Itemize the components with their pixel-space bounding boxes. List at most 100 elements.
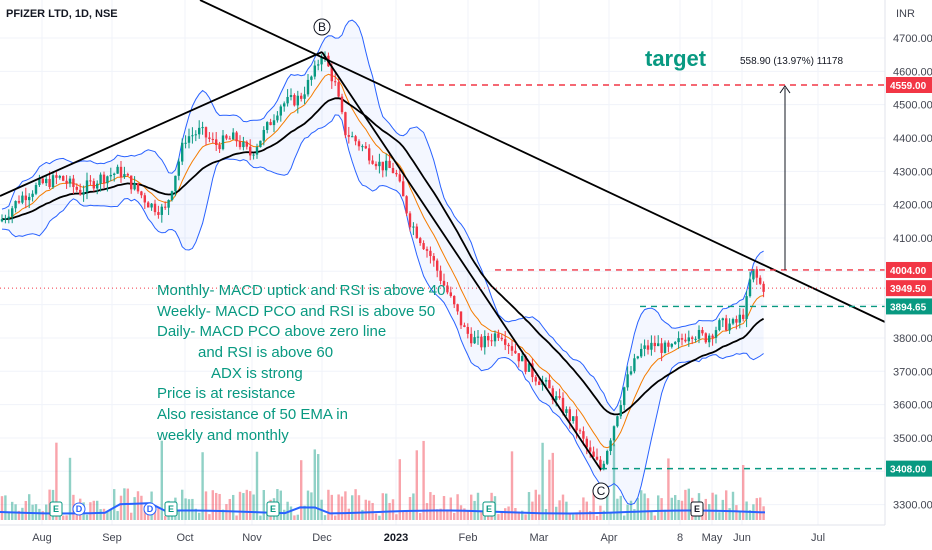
volume-bar [402,511,405,520]
candle-body [721,318,724,321]
volume-bar [667,458,670,520]
trend-lines[interactable] [0,0,886,471]
candle-body [174,175,177,192]
candle-body [531,363,534,378]
note-line: Daily- MACD PCO above zero line [157,323,386,340]
candle-body [55,175,58,178]
candle-body [58,176,61,178]
candle-body [364,146,367,149]
candle-body [211,138,214,140]
candle-body [232,132,235,140]
candle-body [82,191,85,195]
candle-body [463,325,466,327]
volume-bar [157,506,160,520]
candle-body [432,256,435,261]
volume-bar [531,501,534,520]
candle-body [38,178,41,186]
volume-bar [136,491,140,520]
volume-bar [116,511,119,520]
candle-body [116,166,119,174]
candle-body [164,206,167,208]
price-tick: 3800.00 [893,333,932,345]
candle-body [28,196,31,201]
volume-bar [249,491,252,520]
volume-bar [408,496,412,520]
candle-body [361,146,364,148]
volume-bar [735,505,738,520]
candle-body [521,355,524,362]
candle-body [398,174,401,182]
candle-body [24,195,27,201]
candle-body [340,96,344,113]
volume-bar [748,510,752,520]
candle-body [255,147,259,155]
candle-body [330,66,333,82]
volume-bar [487,515,490,520]
volume-bar [317,454,320,520]
time-axis[interactable]: Aug Sep Oct Nov Dec 2023 Feb Mar Apr 8 May Jun Jul [0,524,932,550]
candle-body [643,345,646,349]
time-tick: Sep [102,532,122,544]
volume-bar [286,501,289,520]
volume-bar [368,500,371,520]
price-tag-bg [886,76,932,93]
candle-body [235,132,238,142]
candle-body [405,196,408,214]
volume-bar [674,495,677,520]
volume-bar [228,498,231,520]
volume-bar [670,497,673,520]
volume-bar [119,495,123,520]
volume-bar [17,510,21,520]
price-tick: 3600.00 [893,400,932,412]
level-lines[interactable] [0,84,885,470]
volume-bar [422,440,425,520]
volume-bar [65,515,68,520]
volume-bar [742,465,745,520]
candle-body [504,339,507,345]
volume-bar [568,512,571,520]
volume-bar [259,515,262,520]
trend-line [199,0,886,323]
candle-body [310,76,313,80]
volume-bar [623,515,626,520]
candle-body [289,95,293,97]
volume-bar [745,501,748,520]
price-tick: 3700.00 [893,366,932,378]
candle-body [388,160,391,168]
candle-body [429,250,432,257]
price-tag-bg [886,261,932,278]
earnings-marker [164,501,178,517]
candle-body [317,64,320,66]
candle-body [143,195,146,203]
volume-bar [470,494,473,520]
candle-body [667,342,670,347]
price-axis[interactable]: INR 4700.004600.004500.004400.004300.004… [884,0,932,525]
earnings-marker-label: E [168,504,174,514]
volume-bar [510,451,514,520]
volume-bar [755,498,758,520]
volume-bar [636,498,639,520]
candle-body [357,141,361,147]
volume-bar [704,498,707,520]
volume-bar [721,499,724,520]
candle-body [306,79,310,95]
wave-b-label: B [318,20,326,34]
volume-bar [602,510,605,520]
measure-tool[interactable]: 558.90 (13.97%) 11178 [740,56,843,270]
volume-bar [548,459,551,520]
candle-body [106,176,109,184]
candle-body [633,358,636,372]
volume-bar [463,508,466,520]
candle-body [201,127,204,129]
candle-body [653,342,656,347]
volume-bar [453,512,456,520]
candle-body [181,142,184,162]
candle-body [109,174,112,177]
candle-body [402,181,405,197]
volume-bar [405,510,408,520]
volume-bar [347,508,350,520]
candle-body [725,318,728,331]
candle-body [45,178,48,184]
